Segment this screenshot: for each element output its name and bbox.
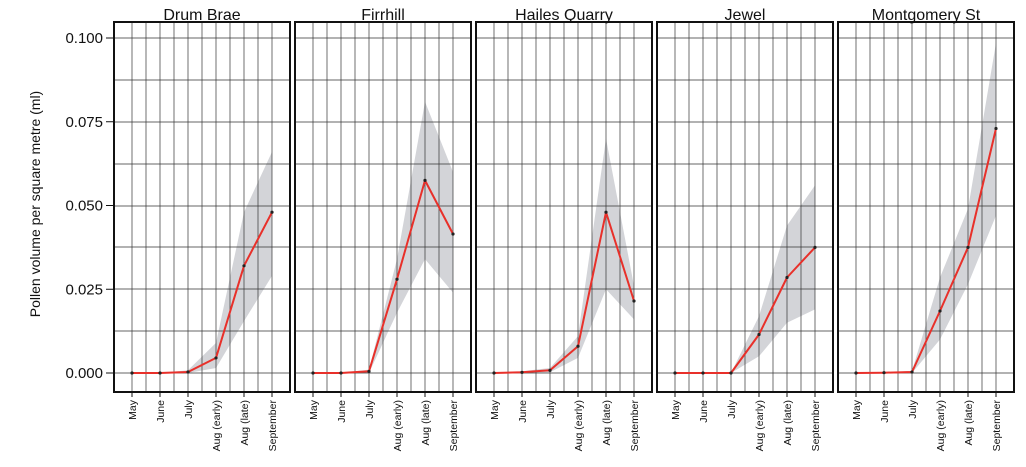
y-tick-label: 0.100 [65, 30, 103, 47]
confidence-band [313, 101, 453, 373]
data-point [729, 371, 733, 375]
x-tick-label: July [183, 399, 195, 418]
panel-frame [113, 21, 291, 393]
series-line [675, 246, 816, 374]
x-tick-label: Aug (early) [754, 400, 766, 451]
x-tick-label: May [670, 399, 682, 420]
confidence-band [856, 43, 996, 373]
data-point [423, 178, 427, 182]
series-line [313, 179, 454, 374]
panel: Firrhill May June July Aug (early) Aug (late)… [294, 7, 472, 452]
x-tick-label: Aug (late) [963, 400, 975, 446]
series-line [493, 211, 635, 374]
x-tick-label: Aug (late) [601, 400, 613, 446]
panel-title: Jewel [725, 7, 766, 24]
data-point [451, 232, 455, 236]
y-axis-ticks: 0.000 0.025 0.050 0.075 0.100 [65, 30, 114, 382]
data-point [673, 371, 677, 375]
x-tick-label: June [517, 400, 529, 423]
data-point [367, 369, 371, 373]
x-tick-label: June [698, 400, 710, 423]
data-point [158, 371, 162, 375]
x-tick-label: Aug (early) [935, 400, 947, 451]
x-tick-label: September [267, 400, 279, 452]
x-tick-label: Aug (early) [211, 400, 223, 451]
panel: Jewel May June July Aug (early) Aug (late) Sep… [656, 7, 834, 452]
x-tick-label: July [726, 399, 738, 418]
data-point [520, 370, 524, 374]
x-tick-label: May [851, 399, 863, 420]
x-tick-label: Aug (early) [573, 400, 585, 451]
panel-title: Hailes Quarry [515, 7, 613, 24]
data-point [757, 332, 761, 337]
panel: Montgomery St May June July Aug (early) Aug (… [837, 7, 1015, 452]
data-point [966, 245, 970, 249]
x-tick-label: Aug (late) [782, 400, 794, 446]
y-tick-label: 0.000 [65, 365, 103, 382]
panel-title: Drum Brae [163, 7, 240, 24]
data-point [576, 344, 580, 348]
panel-frame [475, 21, 653, 393]
data-point [339, 371, 343, 375]
x-tick-label: May [489, 399, 501, 420]
panel-frame [294, 21, 472, 393]
confidence-band [494, 138, 634, 373]
x-tick-label: May [308, 399, 320, 420]
data-point [604, 210, 608, 214]
data-point [785, 275, 789, 280]
data-point [270, 210, 274, 214]
data-point [130, 371, 134, 375]
x-tick-label: Aug (late) [239, 400, 251, 446]
x-tick-label: September [448, 400, 460, 452]
data-point [938, 309, 942, 313]
data-point [186, 370, 190, 374]
data-point [632, 299, 636, 303]
y-axis-label: Pollen volume per square metre (ml) [27, 91, 43, 317]
data-point [395, 277, 399, 281]
data-point [242, 264, 246, 268]
data-point [492, 371, 496, 375]
panels: Drum Brae May June July Aug (early) Aug (late… [113, 7, 1015, 452]
data-point [854, 371, 858, 375]
confidence-band [132, 151, 272, 373]
x-tick-label: July [364, 399, 376, 418]
data-point [214, 356, 218, 360]
data-point [701, 371, 705, 375]
series-line [855, 128, 997, 374]
x-tick-label: June [336, 400, 348, 423]
data-point [910, 370, 914, 374]
x-tick-label: June [155, 400, 167, 423]
panel: Drum Brae May June July Aug (early) Aug (late… [113, 7, 291, 452]
x-tick-label: June [879, 400, 891, 423]
confidence-band [675, 185, 815, 373]
data-point [882, 371, 886, 375]
x-tick-label: September [629, 400, 641, 452]
x-tick-label: September [991, 400, 1003, 452]
x-tick-label: Aug (late) [420, 400, 432, 446]
panel-title: Montgomery St [872, 7, 981, 24]
y-tick-label: 0.075 [65, 114, 103, 131]
x-tick-label: Aug (early) [392, 400, 404, 451]
y-tick-label: 0.050 [65, 198, 103, 215]
panel: Hailes Quarry May June July Aug (early) Aug (… [475, 7, 653, 452]
data-point [311, 371, 315, 375]
series-line [132, 211, 273, 374]
panel-frame [837, 21, 1015, 393]
data-point [548, 368, 552, 372]
x-tick-label: May [127, 399, 139, 420]
data-point [994, 126, 998, 131]
data-point [813, 245, 817, 249]
panel-title: Firrhill [361, 7, 405, 24]
panel-frame [656, 21, 834, 393]
y-tick-label: 0.025 [65, 281, 103, 298]
x-tick-label: July [907, 399, 919, 418]
x-tick-label: September [810, 400, 822, 452]
x-tick-label: July [545, 399, 557, 418]
